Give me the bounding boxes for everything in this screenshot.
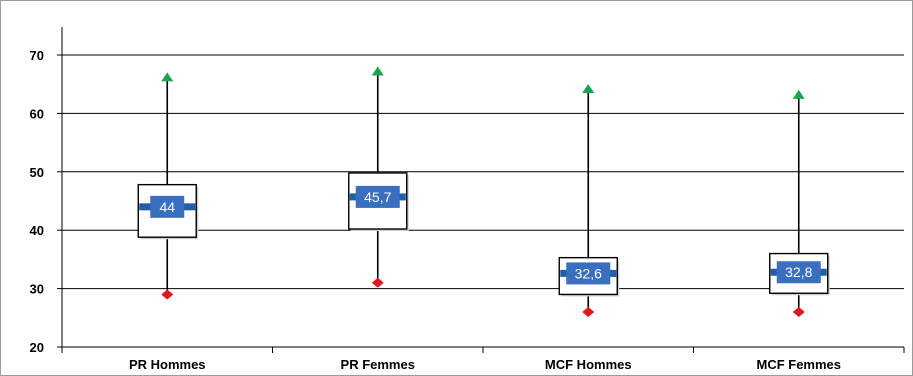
box-4: 32,8: [769, 89, 830, 317]
box-2: 45,7: [348, 66, 409, 288]
mean-label: 45,7: [364, 189, 391, 205]
y-tick-labels: 20 30 40 50 60 70: [30, 48, 44, 355]
x-category-label: MCF Femmes: [756, 357, 841, 372]
min-marker: [582, 306, 595, 317]
boxes: 44 45,7 32,6 32,8: [137, 66, 830, 317]
max-marker: [161, 72, 174, 82]
y-tick-label: 60: [30, 106, 44, 121]
x-category-labels: PR Hommes PR Femmes MCF Hommes MCF Femmes: [129, 357, 841, 372]
mean-label-box: [150, 195, 185, 218]
y-tick-label: 70: [30, 48, 44, 63]
mean-label-box: [566, 262, 611, 285]
mean-label-box: [355, 185, 400, 208]
max-marker: [792, 89, 805, 99]
min-marker: [161, 289, 174, 300]
mean-label-box: [776, 261, 821, 284]
y-tick-label: 30: [30, 282, 44, 297]
y-tick-label: 50: [30, 165, 44, 180]
box-1: 44: [137, 72, 199, 300]
x-category-label: PR Hommes: [129, 357, 206, 372]
x-category-label: MCF Hommes: [545, 357, 632, 372]
axes: [57, 27, 905, 353]
min-marker: [371, 277, 384, 288]
mean-label: 32,8: [785, 264, 812, 280]
box-3: 32,6: [558, 84, 620, 317]
x-category-label: PR Femmes: [341, 357, 415, 372]
min-marker: [792, 306, 805, 317]
max-marker: [582, 84, 595, 94]
y-tick-label: 40: [30, 223, 44, 238]
y-tick-label: 20: [30, 340, 44, 355]
mean-label: 32,6: [575, 265, 602, 281]
gridlines: [62, 54, 904, 290]
mean-label: 44: [159, 199, 175, 215]
max-marker: [371, 66, 384, 76]
